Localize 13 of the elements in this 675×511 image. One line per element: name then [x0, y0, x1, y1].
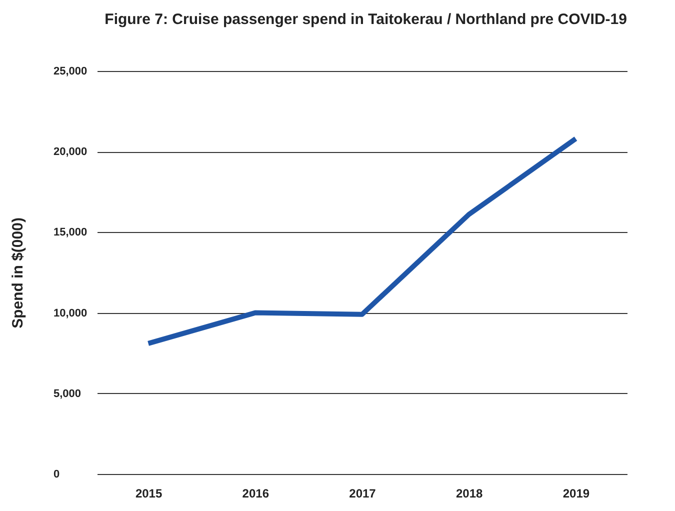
chart-title: Figure 7: Cruise passenger spend in Taitokerau / Northland pre COVID-19 — [104, 11, 627, 28]
x-tick-label: 2017 — [349, 486, 376, 500]
x-tick-label: 2018 — [456, 486, 484, 500]
x-tick-label: 2015 — [135, 486, 162, 500]
y-tick-label: 10,000 — [54, 307, 88, 320]
y-tick-label: 25,000 — [54, 66, 88, 78]
y-tick-label: 5,000 — [54, 388, 82, 400]
x-tick-label: 2016 — [242, 486, 270, 500]
x-tick-label: 2019 — [562, 486, 590, 500]
y-tick-label: 20,000 — [54, 146, 88, 158]
y-tick-label: 0 — [54, 468, 60, 480]
y-tick-label: 15,000 — [54, 226, 88, 239]
y-axis-title: Spend in $(000) — [10, 218, 26, 328]
